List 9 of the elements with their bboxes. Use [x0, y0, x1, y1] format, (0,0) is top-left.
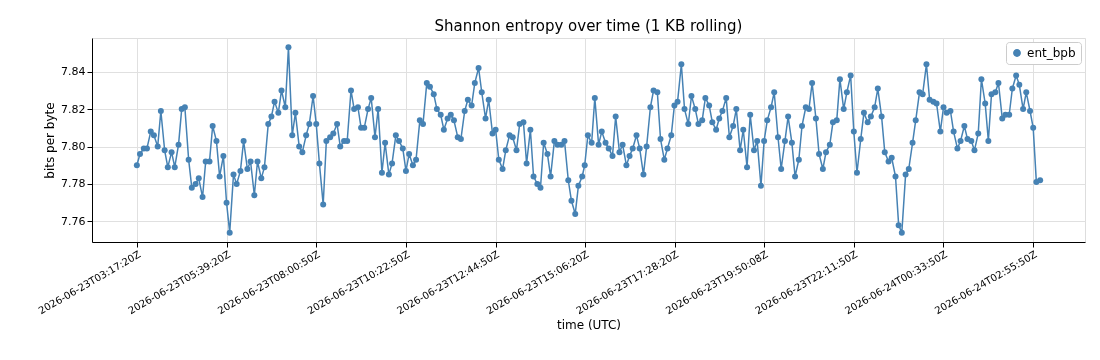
x-axis-title: time (UTC): [556, 318, 622, 333]
y-tick-label: 7.82: [61, 102, 86, 116]
legend-label: ent_bpb: [1027, 46, 1076, 60]
y-tick-label: 7.76: [61, 214, 86, 228]
y-tick-label: 7.78: [61, 177, 86, 191]
chart-title: Shannon entropy over time (1 KB rolling): [434, 17, 743, 35]
y-tick-label: 7.80: [61, 140, 86, 154]
y-tick-label: 7.84: [61, 65, 86, 79]
y-axis-title: bits per byte: [43, 102, 58, 179]
